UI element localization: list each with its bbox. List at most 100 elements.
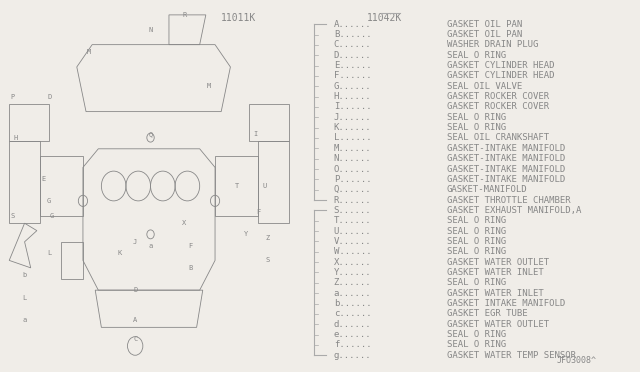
Text: GASKET-INTAKE MANIFOLD: GASKET-INTAKE MANIFOLD xyxy=(447,164,565,173)
Text: d......: d...... xyxy=(334,320,371,329)
Text: GASKET WATER TEMP SENSOR: GASKET WATER TEMP SENSOR xyxy=(447,351,576,360)
Text: c......: c...... xyxy=(334,310,371,318)
Text: I......: I...... xyxy=(334,102,371,112)
Text: L: L xyxy=(47,250,51,256)
Text: U......: U...... xyxy=(334,227,371,235)
Text: V......: V...... xyxy=(334,237,371,246)
Text: X......: X...... xyxy=(334,258,371,267)
Text: SEAL O RING: SEAL O RING xyxy=(447,237,506,246)
Text: O......: O...... xyxy=(334,164,371,173)
Text: U: U xyxy=(262,183,266,189)
Text: GASKET INTAKE MANIFOLD: GASKET INTAKE MANIFOLD xyxy=(447,299,565,308)
Text: F......: F...... xyxy=(334,71,371,80)
Text: SEAL O RING: SEAL O RING xyxy=(447,227,506,235)
Text: X: X xyxy=(182,220,186,226)
Text: 11042K: 11042K xyxy=(367,13,403,23)
Text: D: D xyxy=(47,94,51,100)
Text: SEAL O RING: SEAL O RING xyxy=(447,123,506,132)
Text: SEAL O RING: SEAL O RING xyxy=(447,330,506,339)
Text: R: R xyxy=(182,12,186,18)
Text: g......: g...... xyxy=(334,351,371,360)
Text: e......: e...... xyxy=(334,330,371,339)
Text: R......: R...... xyxy=(334,196,371,205)
Text: GASKET WATER INLET: GASKET WATER INLET xyxy=(447,268,544,277)
Text: D......: D...... xyxy=(334,51,371,60)
Text: M: M xyxy=(207,83,211,89)
Text: I: I xyxy=(253,131,257,137)
Text: JFO3008^: JFO3008^ xyxy=(557,356,596,365)
Text: a: a xyxy=(22,317,27,323)
Text: G: G xyxy=(50,213,54,219)
Text: GASKET WATER OUTLET: GASKET WATER OUTLET xyxy=(447,320,549,329)
Text: GASKET CYLINDER HEAD: GASKET CYLINDER HEAD xyxy=(447,61,554,70)
Text: M......: M...... xyxy=(334,144,371,153)
Text: J: J xyxy=(133,239,138,245)
Text: Z......: Z...... xyxy=(334,278,371,287)
Text: E: E xyxy=(41,176,45,182)
Text: G: G xyxy=(47,198,51,204)
Text: GASKET THROTTLE CHAMBER: GASKET THROTTLE CHAMBER xyxy=(447,196,571,205)
Text: T......: T...... xyxy=(334,216,371,225)
Text: a: a xyxy=(148,243,153,248)
Text: GASKET EXHAUST MANIFOLD,A: GASKET EXHAUST MANIFOLD,A xyxy=(447,206,581,215)
Text: W......: W...... xyxy=(334,247,371,256)
Text: P......: P...... xyxy=(334,175,371,184)
Text: GASKET-INTAKE MANIFOLD: GASKET-INTAKE MANIFOLD xyxy=(447,175,565,184)
Text: K: K xyxy=(118,250,122,256)
Text: b: b xyxy=(22,272,27,278)
Text: SEAL O RING: SEAL O RING xyxy=(447,278,506,287)
Text: L: L xyxy=(22,295,27,301)
Text: Y: Y xyxy=(244,231,248,237)
Text: F: F xyxy=(188,243,193,248)
Text: T: T xyxy=(234,183,239,189)
Text: GASKET OIL PAN: GASKET OIL PAN xyxy=(447,30,522,39)
Text: GASKET WATER INLET: GASKET WATER INLET xyxy=(447,289,544,298)
Text: GASKET EGR TUBE: GASKET EGR TUBE xyxy=(447,310,527,318)
Text: GASKET-INTAKE MANIFOLD: GASKET-INTAKE MANIFOLD xyxy=(447,144,565,153)
Text: S: S xyxy=(10,213,15,219)
Text: WASHER DRAIN PLUG: WASHER DRAIN PLUG xyxy=(447,41,538,49)
Text: Q......: Q...... xyxy=(334,185,371,194)
Text: SEAL OIL VALVE: SEAL OIL VALVE xyxy=(447,82,522,91)
Text: GASKET OIL PAN: GASKET OIL PAN xyxy=(447,20,522,29)
Text: F: F xyxy=(256,209,260,215)
Text: SEAL OIL CRANKSHAFT: SEAL OIL CRANKSHAFT xyxy=(447,134,549,142)
Text: N......: N...... xyxy=(334,154,371,163)
Text: Y......: Y...... xyxy=(334,268,371,277)
Text: GASKET ROCKER COVER: GASKET ROCKER COVER xyxy=(447,92,549,101)
Text: SEAL O RING: SEAL O RING xyxy=(447,113,506,122)
Text: GASKET-INTAKE MANIFOLD: GASKET-INTAKE MANIFOLD xyxy=(447,154,565,163)
Text: P: P xyxy=(10,94,15,100)
Text: Z: Z xyxy=(265,235,269,241)
Text: H: H xyxy=(13,135,17,141)
Text: B......: B...... xyxy=(334,30,371,39)
Text: SEAL O RING: SEAL O RING xyxy=(447,340,506,349)
Text: K......: K...... xyxy=(334,123,371,132)
Text: GASKET WATER OUTLET: GASKET WATER OUTLET xyxy=(447,258,549,267)
Text: S: S xyxy=(265,257,269,263)
Text: B: B xyxy=(188,265,193,271)
Text: S......: S...... xyxy=(334,206,371,215)
Text: SEAL O RING: SEAL O RING xyxy=(447,216,506,225)
Text: E......: E...... xyxy=(334,61,371,70)
Text: N: N xyxy=(148,27,153,33)
Text: A: A xyxy=(133,317,138,323)
Text: a......: a...... xyxy=(334,289,371,298)
Text: C......: C...... xyxy=(334,41,371,49)
Text: L......: L...... xyxy=(334,134,371,142)
Text: b......: b...... xyxy=(334,299,371,308)
Text: M: M xyxy=(87,49,92,55)
Text: Q: Q xyxy=(148,131,153,137)
Text: C: C xyxy=(133,336,138,341)
Text: f......: f...... xyxy=(334,340,371,349)
Text: J......: J...... xyxy=(334,113,371,122)
Text: A......: A...... xyxy=(334,20,371,29)
Text: GASKET-MANIFOLD: GASKET-MANIFOLD xyxy=(447,185,527,194)
Text: G......: G...... xyxy=(334,82,371,91)
Text: GASKET ROCKER COVER: GASKET ROCKER COVER xyxy=(447,102,549,112)
Text: 11011K: 11011K xyxy=(221,13,257,23)
Text: SEAL O RING: SEAL O RING xyxy=(447,51,506,60)
Text: SEAL O RING: SEAL O RING xyxy=(447,247,506,256)
Text: D: D xyxy=(133,287,138,293)
Text: GASKET CYLINDER HEAD: GASKET CYLINDER HEAD xyxy=(447,71,554,80)
